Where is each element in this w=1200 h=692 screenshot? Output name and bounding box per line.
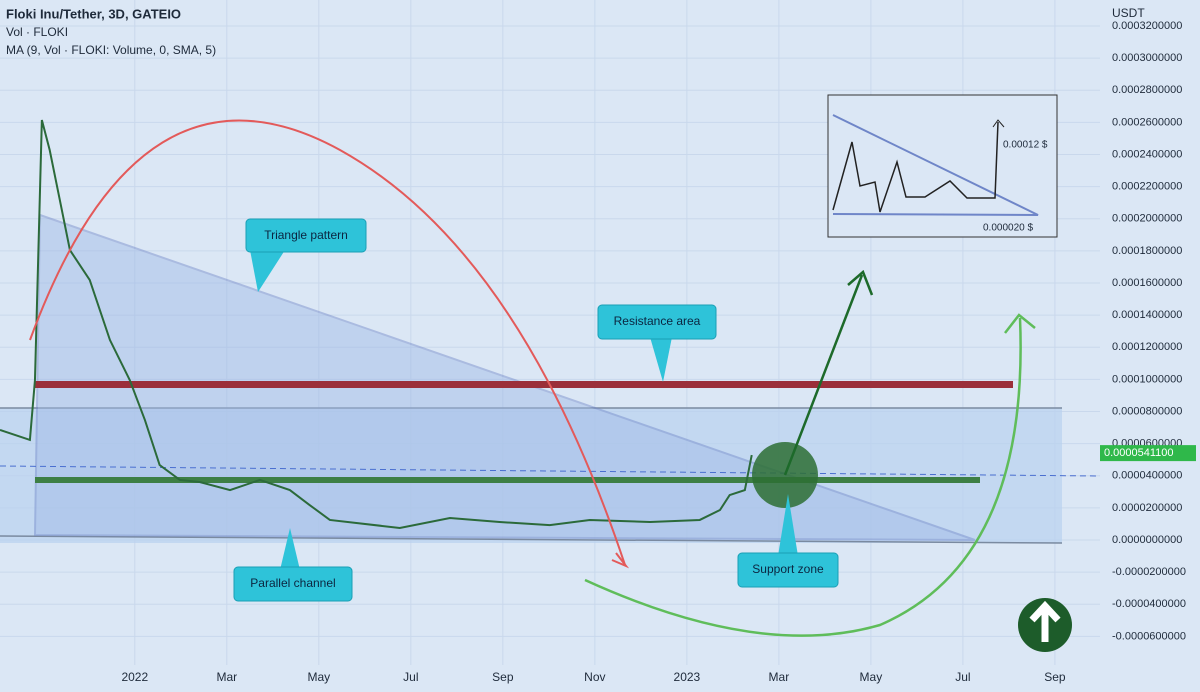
y-unit: USDT [1112,6,1145,20]
y-tick-label: 0.0002600000 [1112,116,1182,128]
dashed-level [0,465,1101,477]
y-tick-label: 0.0001800000 [1112,245,1182,257]
annotation: Resistance area [614,314,701,328]
triangle-pattern [33,213,976,541]
x-tick-label: Sep [1044,670,1066,684]
green-arrowhead [1004,313,1036,334]
inset-line [832,121,999,213]
x-tick-label: May [860,670,883,684]
subtitle: Vol · FLOKI [6,25,68,39]
last-price-label: 0.0000541100 [1104,447,1174,459]
inset-arrowhead [992,119,1005,128]
inset-label: 0.00012 $ [1003,140,1048,151]
y-tick-label: 0.0002000000 [1112,213,1182,225]
x-tick-label: May [307,670,330,684]
support-line [35,477,980,483]
x-tick-label: Nov [584,670,605,684]
chart-title: Floki Inu/Tether, 3D, GATEIO [6,6,181,21]
inset-label: 0.000020 $ [983,223,1033,234]
y-tick-label: 0.0000400000 [1112,470,1182,482]
x-tick-label: 2023 [674,670,701,684]
x-axis-panel [0,665,1200,687]
axes: 0.0003200000 0.0003000000 0.0002800000 0.00… [121,20,1196,684]
y-tick-label: 0.0001400000 [1112,309,1182,321]
red-arrowhead [611,552,630,569]
y-tick-label: 0.0002800000 [1112,84,1182,96]
parallel-channel [0,408,1062,543]
y-tick-label: 0.0000000000 [1112,534,1182,546]
callout: Triangle pattern Resistance area Paralle… [233,218,839,602]
y-tick-label: 0.0002400000 [1112,148,1182,160]
last-price-box [1100,445,1196,462]
y-tick-label: 0.0003200000 [1112,20,1182,32]
up-arrowhead [847,269,874,296]
y-tick-label: 0.0001600000 [1112,277,1182,289]
x-tick-label: Jul [403,670,418,684]
channel-bottom [0,535,1063,544]
y-tick-label: 0.0001000000 [1112,373,1182,385]
green-arc [584,317,1022,637]
y-tick-label: 0.0001200000 [1112,341,1182,353]
y-tick-label: 0.0000200000 [1112,502,1182,514]
x-tick-label: 2022 [121,670,148,684]
plot [0,119,753,529]
resistance-line [35,381,1013,388]
up-arrow [783,274,864,476]
y-tick-label: 0.0002200000 [1112,181,1182,193]
annotation: Parallel channel [250,576,335,590]
price-line [0,119,753,529]
annotation: Triangle pattern [264,228,348,242]
x-tick-label: Jul [955,670,970,684]
y-tick-label: 0.0003000000 [1112,52,1182,64]
annotation: Support zone [752,562,824,576]
y-tick-label: -0.0000600000 [1112,630,1186,642]
x-tick-label: Mar [216,670,237,684]
x-tick-label: Mar [769,670,790,684]
y-tick-label: -0.0000400000 [1112,598,1186,610]
indicator: MA (9, Vol · FLOKI: Volume, 0, SMA, 5) [6,43,216,57]
y-axis-panel [1100,0,1200,687]
up-icon-arrow [1029,600,1061,642]
y-tick-label: -0.0000200000 [1112,566,1186,578]
red-arc [29,119,626,566]
y-tick-label: 0.0000800000 [1112,405,1182,417]
x-tick-label: Sep [492,670,514,684]
inset-triangle [832,114,1039,216]
